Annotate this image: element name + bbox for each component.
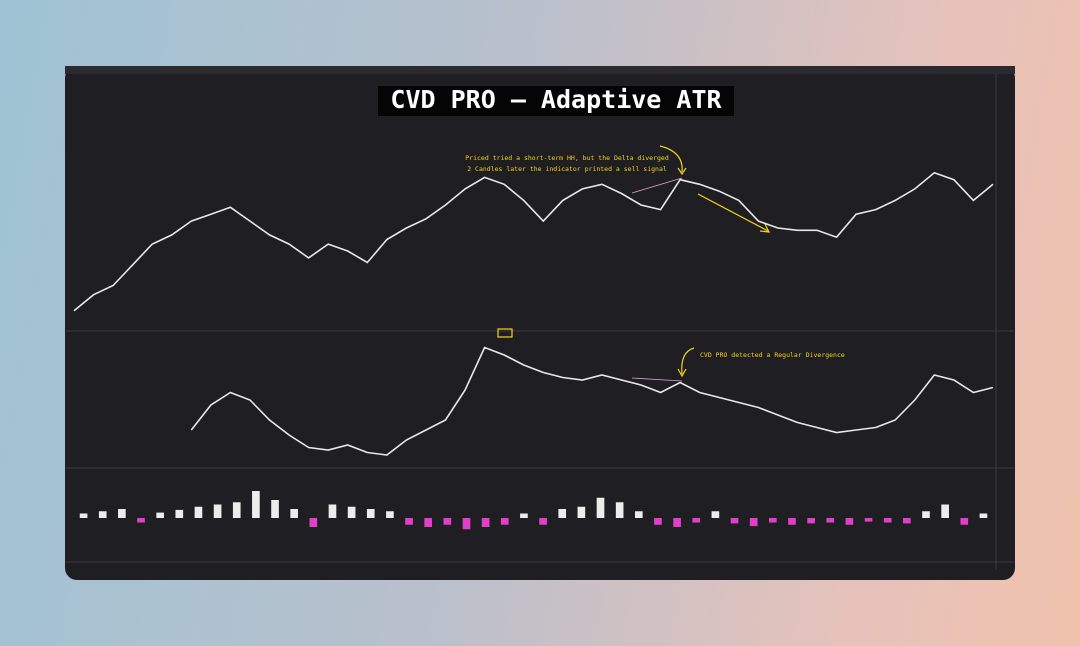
highlight-box	[497, 328, 513, 338]
bar	[730, 518, 739, 524]
bar	[749, 518, 758, 527]
bar	[290, 509, 299, 518]
bar	[654, 518, 662, 525]
bar	[252, 491, 260, 518]
bar	[156, 512, 164, 518]
bar	[213, 504, 222, 518]
chart-title: CVD PRO — Adaptive ATR	[390, 85, 722, 114]
arrow-head	[677, 167, 687, 176]
bar	[271, 500, 279, 518]
bar	[979, 513, 988, 518]
bar	[903, 518, 911, 524]
arrow	[697, 193, 769, 232]
bar	[788, 518, 796, 525]
bar	[328, 504, 337, 518]
bar	[826, 518, 835, 523]
annotation: Priced tried a short-term HH, but the De…	[465, 154, 669, 162]
series-line	[190, 346, 994, 456]
bar	[807, 518, 815, 524]
bar	[692, 518, 701, 523]
bar	[405, 518, 413, 525]
bar	[443, 518, 452, 525]
annotation: 2 Candles later the indicator printed a …	[467, 165, 667, 173]
bar	[615, 502, 624, 518]
annotation-arrows	[497, 145, 771, 378]
bar	[194, 506, 203, 518]
bar	[520, 513, 528, 518]
bar	[539, 518, 547, 525]
bar	[366, 509, 375, 518]
divergence-line	[631, 377, 683, 382]
bar	[309, 518, 318, 527]
bar	[137, 518, 145, 523]
bar	[864, 518, 873, 522]
arrow-head	[677, 368, 687, 378]
bar	[347, 506, 356, 518]
bar	[577, 506, 586, 518]
window	[65, 66, 1015, 580]
bar	[711, 511, 720, 518]
bar	[673, 518, 681, 527]
bar	[481, 518, 490, 527]
bar	[634, 511, 643, 518]
arrow	[659, 145, 683, 173]
arrow-head	[759, 223, 771, 233]
bar	[558, 509, 567, 518]
title-box	[378, 86, 734, 116]
annotation: CVD PRO detected a Regular Divergence	[700, 351, 845, 359]
bar	[941, 504, 949, 518]
bar	[845, 518, 854, 525]
arrow	[681, 347, 695, 375]
bar	[883, 518, 892, 523]
bar	[960, 518, 969, 525]
bar	[98, 511, 107, 518]
divergence-lines	[631, 177, 683, 382]
divergence-line	[631, 177, 683, 194]
bar	[768, 518, 777, 523]
bar	[922, 511, 930, 518]
bar	[424, 518, 433, 527]
bar	[232, 502, 241, 518]
toolbar	[65, 66, 1015, 74]
bar	[386, 511, 394, 518]
bar	[500, 518, 509, 525]
bar	[79, 513, 88, 518]
bar	[462, 518, 471, 530]
bar	[175, 509, 184, 518]
bar	[596, 497, 605, 518]
bar	[118, 509, 126, 518]
series-line	[73, 171, 994, 312]
